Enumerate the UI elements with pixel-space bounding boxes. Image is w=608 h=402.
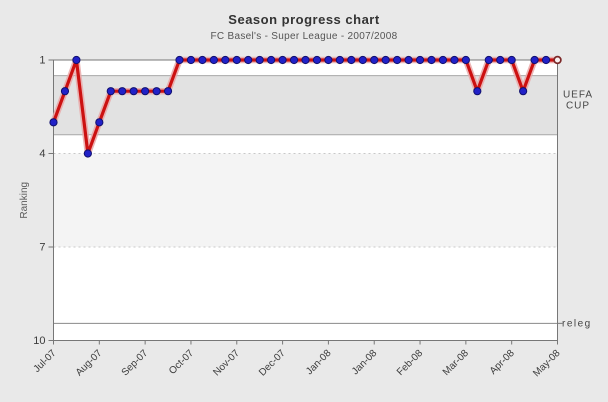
data-point xyxy=(221,55,230,65)
data-point xyxy=(129,87,138,96)
mid-zone xyxy=(53,153,558,247)
x-tick-label: Jul-07 xyxy=(32,348,59,375)
data-point xyxy=(152,87,161,96)
data-point xyxy=(450,55,459,65)
y-tick-label: 7 xyxy=(39,242,45,254)
data-point xyxy=(255,55,264,65)
data-point xyxy=(415,55,425,65)
data-point xyxy=(427,55,436,65)
x-tick-label: Jan-08 xyxy=(350,348,380,378)
data-point xyxy=(301,55,310,65)
x-tick-label: Dec-07 xyxy=(257,348,288,379)
data-point xyxy=(209,55,218,65)
chart-subtitle: FC Basel's - Super League - 2007/2008 xyxy=(210,31,398,42)
x-tick-label: May-08 xyxy=(531,348,563,380)
data-point xyxy=(335,55,344,65)
data-point xyxy=(393,55,402,65)
data-point xyxy=(519,87,528,96)
data-point xyxy=(72,55,81,65)
data-point xyxy=(141,87,150,96)
data-point xyxy=(324,55,333,65)
y-tick-label: 10 xyxy=(33,335,45,347)
data-point xyxy=(186,55,196,65)
chart-title: Season progress chart xyxy=(228,12,380,27)
data-point xyxy=(358,55,367,65)
data-point xyxy=(370,55,379,65)
x-tick-label: Sep-07 xyxy=(120,348,151,379)
data-point xyxy=(278,55,287,65)
data-point xyxy=(312,55,322,65)
uefa-cup-label: UEFA CUP xyxy=(563,89,593,111)
data-point xyxy=(484,55,493,65)
data-point xyxy=(541,55,551,65)
data-point xyxy=(507,55,516,65)
data-point xyxy=(496,55,505,65)
data-point xyxy=(60,87,70,96)
data-point xyxy=(461,55,470,65)
data-point xyxy=(163,87,173,96)
y-axis-title: Ranking xyxy=(19,182,30,219)
x-tick-label: Nov-07 xyxy=(211,348,242,379)
data-point xyxy=(198,55,207,65)
data-point xyxy=(404,55,413,65)
data-point xyxy=(289,55,299,65)
data-point xyxy=(106,87,115,96)
x-tick-label: Feb-08 xyxy=(395,348,425,378)
data-point xyxy=(49,118,58,127)
releg-label: releg xyxy=(562,318,592,329)
data-point xyxy=(381,55,390,65)
data-point xyxy=(530,55,539,65)
data-point xyxy=(95,118,104,127)
x-tick-label: Jan-08 xyxy=(304,348,334,378)
data-point xyxy=(473,87,482,96)
y-tick-label: 1 xyxy=(39,55,45,67)
data-point xyxy=(175,55,184,65)
data-point xyxy=(83,149,92,158)
x-tick-label: Oct-07 xyxy=(167,348,196,377)
x-tick-label: Aug-07 xyxy=(74,348,105,379)
x-tick-label: Apr-08 xyxy=(488,348,517,377)
data-point xyxy=(267,55,276,65)
data-point xyxy=(118,87,127,96)
last-data-point xyxy=(553,55,562,65)
data-point xyxy=(244,55,253,65)
y-tick-label: 4 xyxy=(39,148,45,160)
data-point xyxy=(347,55,356,65)
data-point xyxy=(438,55,448,65)
data-point xyxy=(232,55,241,65)
x-tick-label: Mar-08 xyxy=(441,348,471,378)
